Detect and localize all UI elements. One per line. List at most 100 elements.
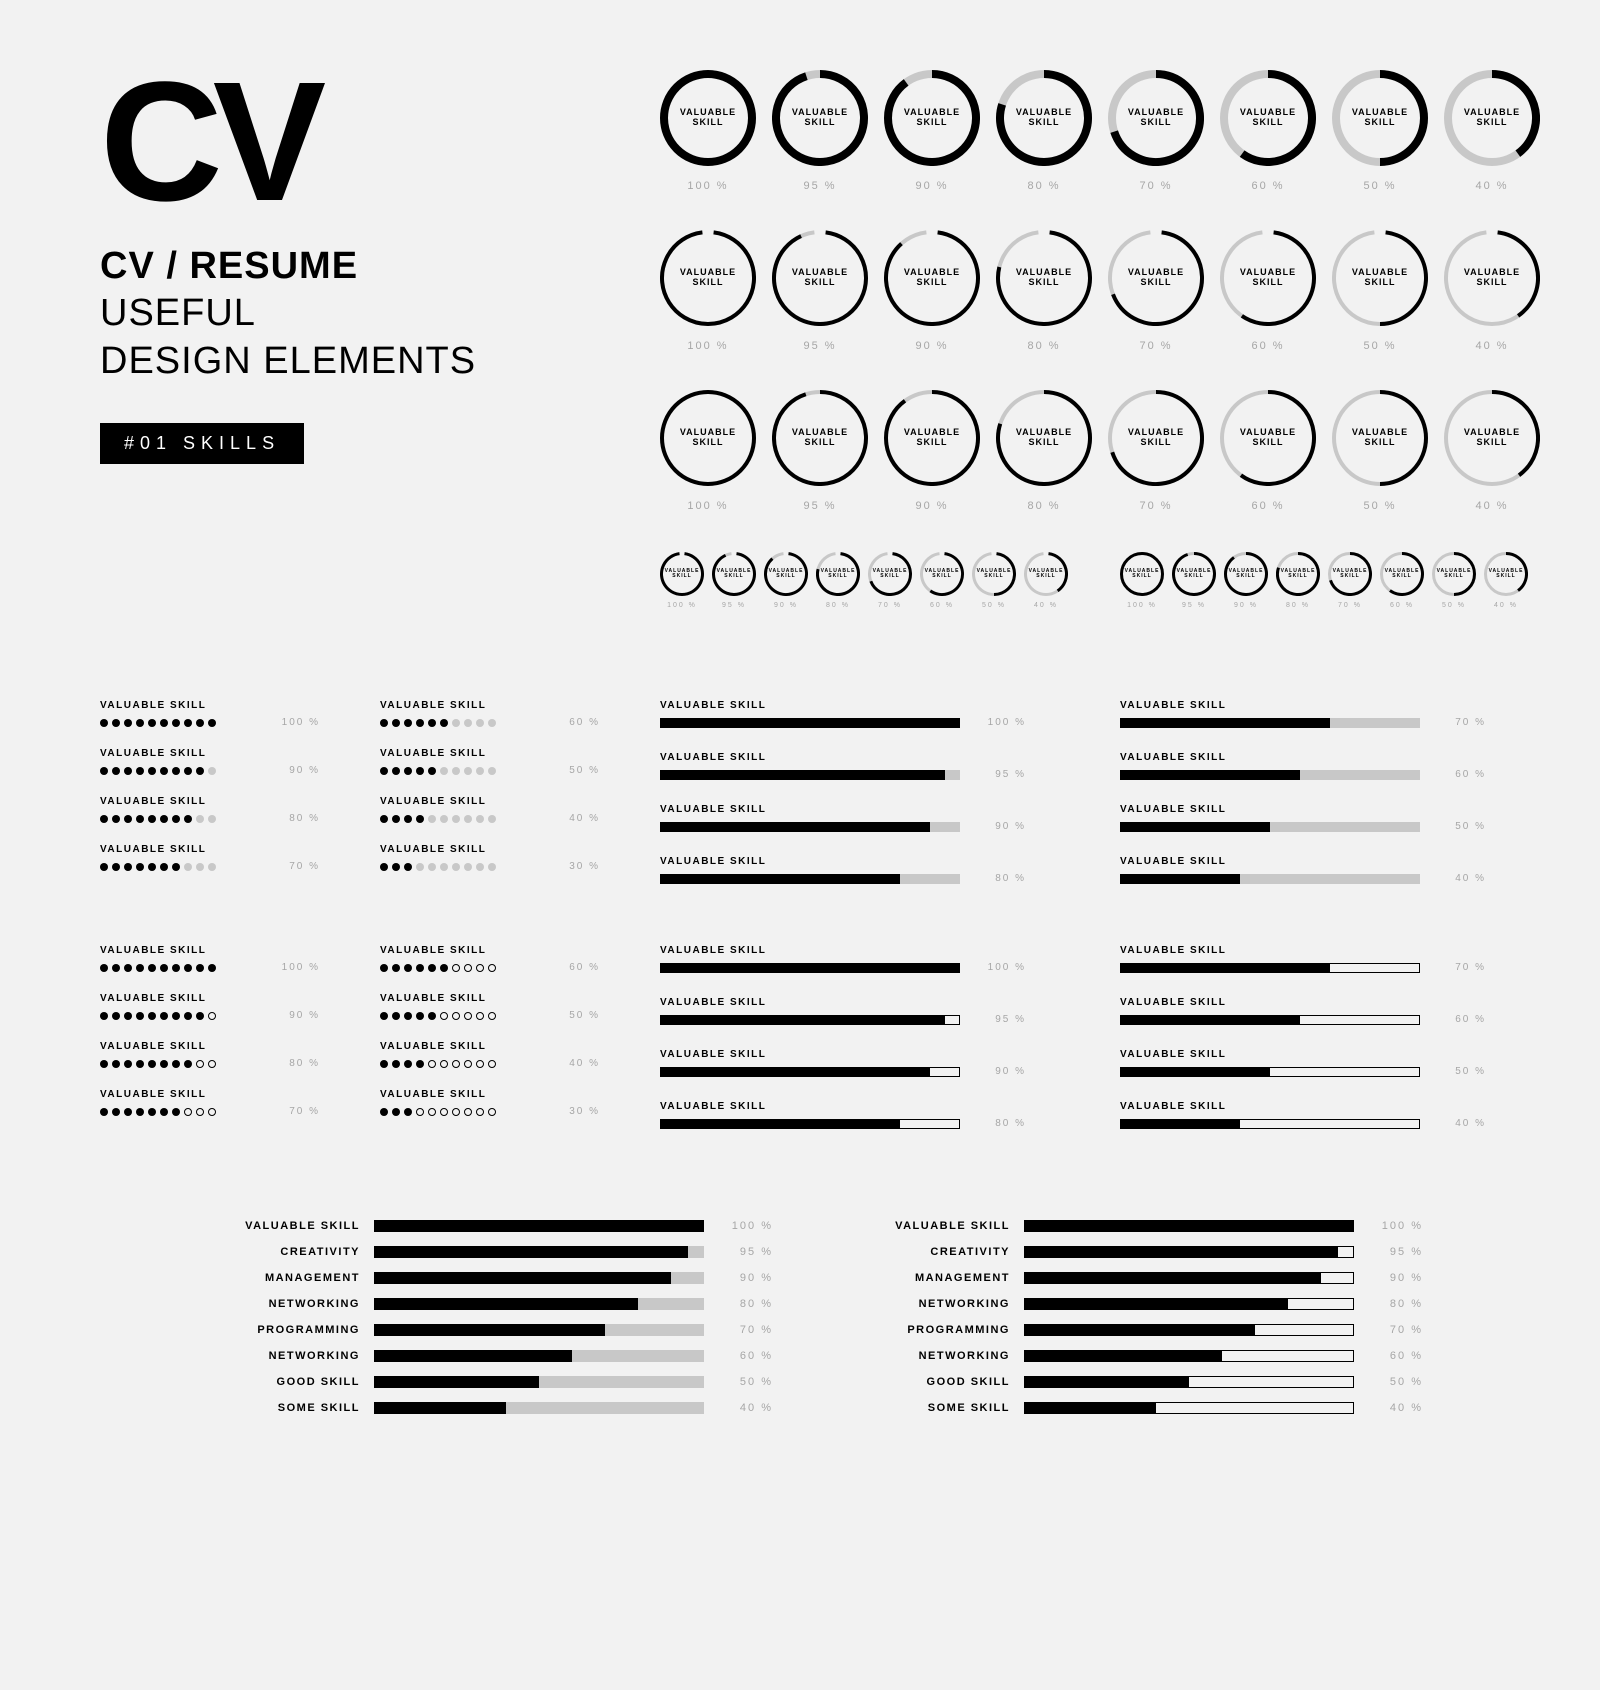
bar-skill: VALUABLE SKILL40 % xyxy=(1120,1101,1520,1129)
bar-label: VALUABLE SKILL xyxy=(660,700,1060,711)
ring-percent: 40 % xyxy=(1024,602,1068,609)
ring-percent: 100 % xyxy=(1120,602,1164,609)
bar-skill-group: VALUABLE SKILL100 %VALUABLE SKILL95 %VAL… xyxy=(660,700,1520,884)
ring-skill: VALUABLESKILL70 % xyxy=(1108,230,1204,352)
labeled-bar-percent: 80 % xyxy=(1368,1298,1423,1310)
dot xyxy=(416,815,424,823)
ring-percent: 50 % xyxy=(1332,180,1428,192)
ring-skill: VALUABLESKILL90 % xyxy=(1224,552,1268,609)
dot-skill-group: VALUABLE SKILL100 %VALUABLE SKILL90 %VAL… xyxy=(100,945,600,1117)
dot-percent: 80 % xyxy=(289,813,320,824)
labeled-bar-label: MANAGEMENT xyxy=(860,1272,1010,1284)
infographic-page: CV CV / RESUME USEFUL DESIGN ELEMENTS #0… xyxy=(0,0,1600,1690)
dot-skill: VALUABLE SKILL90 % xyxy=(100,993,320,1021)
dot xyxy=(100,1060,108,1068)
dot xyxy=(404,1108,412,1116)
labeled-bar-percent: 40 % xyxy=(718,1402,773,1414)
labeled-bar: VALUABLE SKILL100 % xyxy=(860,1220,1440,1232)
bar-percent: 60 % xyxy=(1436,1014,1486,1025)
labeled-bar-track xyxy=(374,1246,704,1258)
ring-percent: 100 % xyxy=(660,340,756,352)
bar-skill: VALUABLE SKILL100 % xyxy=(660,945,1060,973)
dot-percent: 50 % xyxy=(569,1010,600,1021)
dot xyxy=(136,767,144,775)
ring-percent: 80 % xyxy=(1276,602,1320,609)
labeled-bar-track xyxy=(1024,1220,1354,1232)
ring-percent: 100 % xyxy=(660,500,756,512)
bar-percent: 90 % xyxy=(976,821,1026,832)
dot xyxy=(488,964,496,972)
labeled-bar-label: PROGRAMMING xyxy=(210,1324,360,1336)
bar-label: VALUABLE SKILL xyxy=(660,997,1060,1008)
dot-skill-group: VALUABLE SKILL100 %VALUABLE SKILL90 %VAL… xyxy=(100,700,600,872)
dot-skill: VALUABLE SKILL100 % xyxy=(100,700,320,728)
dot xyxy=(392,863,400,871)
ring-skill: VALUABLESKILL95 % xyxy=(772,230,868,352)
dot-label: VALUABLE SKILL xyxy=(380,1089,600,1100)
ring-label: VALUABLESKILL xyxy=(660,230,756,326)
bar-label: VALUABLE SKILL xyxy=(660,752,1060,763)
labeled-bar-track xyxy=(1024,1246,1354,1258)
ring-percent: 60 % xyxy=(1220,340,1316,352)
labeled-bar-label: CREATIVITY xyxy=(860,1246,1010,1258)
bar-track xyxy=(660,1119,960,1129)
dot xyxy=(404,964,412,972)
ring-skill: VALUABLESKILL70 % xyxy=(1328,552,1372,609)
bar-skill: VALUABLE SKILL100 % xyxy=(660,700,1060,728)
dot xyxy=(112,719,120,727)
dot xyxy=(392,767,400,775)
dot xyxy=(172,815,180,823)
dot xyxy=(160,1012,168,1020)
labeled-bar-track xyxy=(1024,1376,1354,1388)
dot xyxy=(452,1060,460,1068)
bar-percent: 50 % xyxy=(1436,1066,1486,1077)
labeled-bar: SOME SKILL40 % xyxy=(860,1402,1440,1414)
labeled-bar-percent: 95 % xyxy=(718,1246,773,1258)
dot xyxy=(112,815,120,823)
dot xyxy=(100,815,108,823)
dot-percent: 70 % xyxy=(289,1106,320,1117)
dot-percent: 30 % xyxy=(569,1106,600,1117)
dot xyxy=(124,863,132,871)
dot xyxy=(464,815,472,823)
dot xyxy=(452,719,460,727)
dot xyxy=(404,1060,412,1068)
ring-label: VALUABLESKILL xyxy=(972,552,1016,596)
ring-percent: 60 % xyxy=(1380,602,1424,609)
ring-skill: VALUABLESKILL40 % xyxy=(1444,390,1540,512)
labeled-bar-percent: 100 % xyxy=(1368,1220,1423,1232)
dot-percent: 30 % xyxy=(569,861,600,872)
dot xyxy=(428,1108,436,1116)
dot xyxy=(148,719,156,727)
dot xyxy=(148,964,156,972)
bar-skill: VALUABLE SKILL80 % xyxy=(660,856,1060,884)
ring-label: VALUABLESKILL xyxy=(764,552,808,596)
dot xyxy=(404,1012,412,1020)
bar-track xyxy=(660,1067,960,1077)
bar-percent: 60 % xyxy=(1436,769,1486,780)
bar-percent: 100 % xyxy=(976,962,1026,973)
dot xyxy=(196,719,204,727)
dot xyxy=(112,1012,120,1020)
ring-label: VALUABLESKILL xyxy=(816,552,860,596)
ring-percent: 70 % xyxy=(1328,602,1372,609)
dot-skill: VALUABLE SKILL50 % xyxy=(380,748,600,776)
labeled-bar-track xyxy=(1024,1402,1354,1414)
labeled-bar-label: SOME SKILL xyxy=(210,1402,360,1414)
ring-label: VALUABLESKILL xyxy=(1276,552,1320,596)
ring-percent: 40 % xyxy=(1444,500,1540,512)
labeled-bar: CREATIVITY95 % xyxy=(210,1246,790,1258)
dot-skill: VALUABLE SKILL60 % xyxy=(380,700,600,728)
dot xyxy=(124,719,132,727)
dot-label: VALUABLE SKILL xyxy=(100,993,320,1004)
bar-skill: VALUABLE SKILL60 % xyxy=(1120,752,1520,780)
ring-percent: 70 % xyxy=(868,602,912,609)
ring-percent: 70 % xyxy=(1108,340,1204,352)
ring-skill: VALUABLESKILL80 % xyxy=(816,552,860,609)
bar-label: VALUABLE SKILL xyxy=(1120,997,1520,1008)
dot xyxy=(100,1108,108,1116)
labeled-bar-track xyxy=(1024,1272,1354,1284)
bar-track xyxy=(1120,1067,1420,1077)
dot xyxy=(124,767,132,775)
dot-percent: 50 % xyxy=(569,765,600,776)
